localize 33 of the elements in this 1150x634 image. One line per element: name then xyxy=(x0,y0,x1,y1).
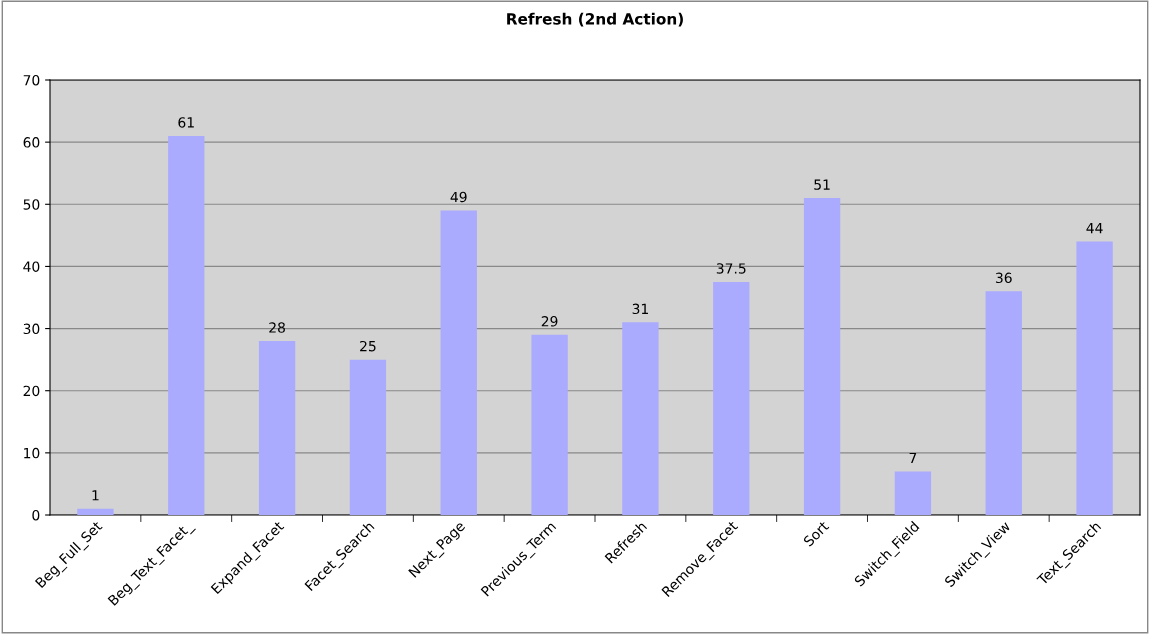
y-tick-label: 40 xyxy=(23,261,40,272)
bar xyxy=(440,210,477,515)
bar xyxy=(168,135,205,515)
data-label: 51 xyxy=(814,179,830,190)
y-tick-label: 0 xyxy=(32,509,40,521)
y-tick-label: 60 xyxy=(23,137,40,148)
bar xyxy=(894,471,932,515)
data-label: 61 xyxy=(178,117,194,128)
bar xyxy=(77,508,114,515)
bar xyxy=(258,341,296,515)
data-label: 37.5 xyxy=(716,263,746,274)
y-tick-label: 10 xyxy=(24,447,40,459)
data-label: 25 xyxy=(360,340,376,352)
bar xyxy=(531,334,568,515)
data-label: 28 xyxy=(269,322,285,333)
bar xyxy=(803,198,841,515)
data-label: 29 xyxy=(541,316,558,327)
bar xyxy=(713,281,750,515)
bar xyxy=(349,359,387,515)
data-label: 44 xyxy=(1086,223,1103,234)
data-label: 1 xyxy=(92,490,99,501)
bar xyxy=(622,322,659,515)
y-tick-label: 50 xyxy=(23,199,40,210)
bar xyxy=(1076,241,1113,515)
data-label: 31 xyxy=(632,303,648,315)
y-tick-label: 30 xyxy=(23,323,40,335)
data-label: 49 xyxy=(450,191,467,203)
y-tick-label: 70 xyxy=(23,74,40,86)
data-label: 36 xyxy=(995,272,1012,284)
data-label: 7 xyxy=(909,452,917,464)
bar xyxy=(985,291,1022,515)
chart-title: Refresh (2nd Action) xyxy=(507,12,683,27)
y-tick-label: 20 xyxy=(23,385,40,397)
